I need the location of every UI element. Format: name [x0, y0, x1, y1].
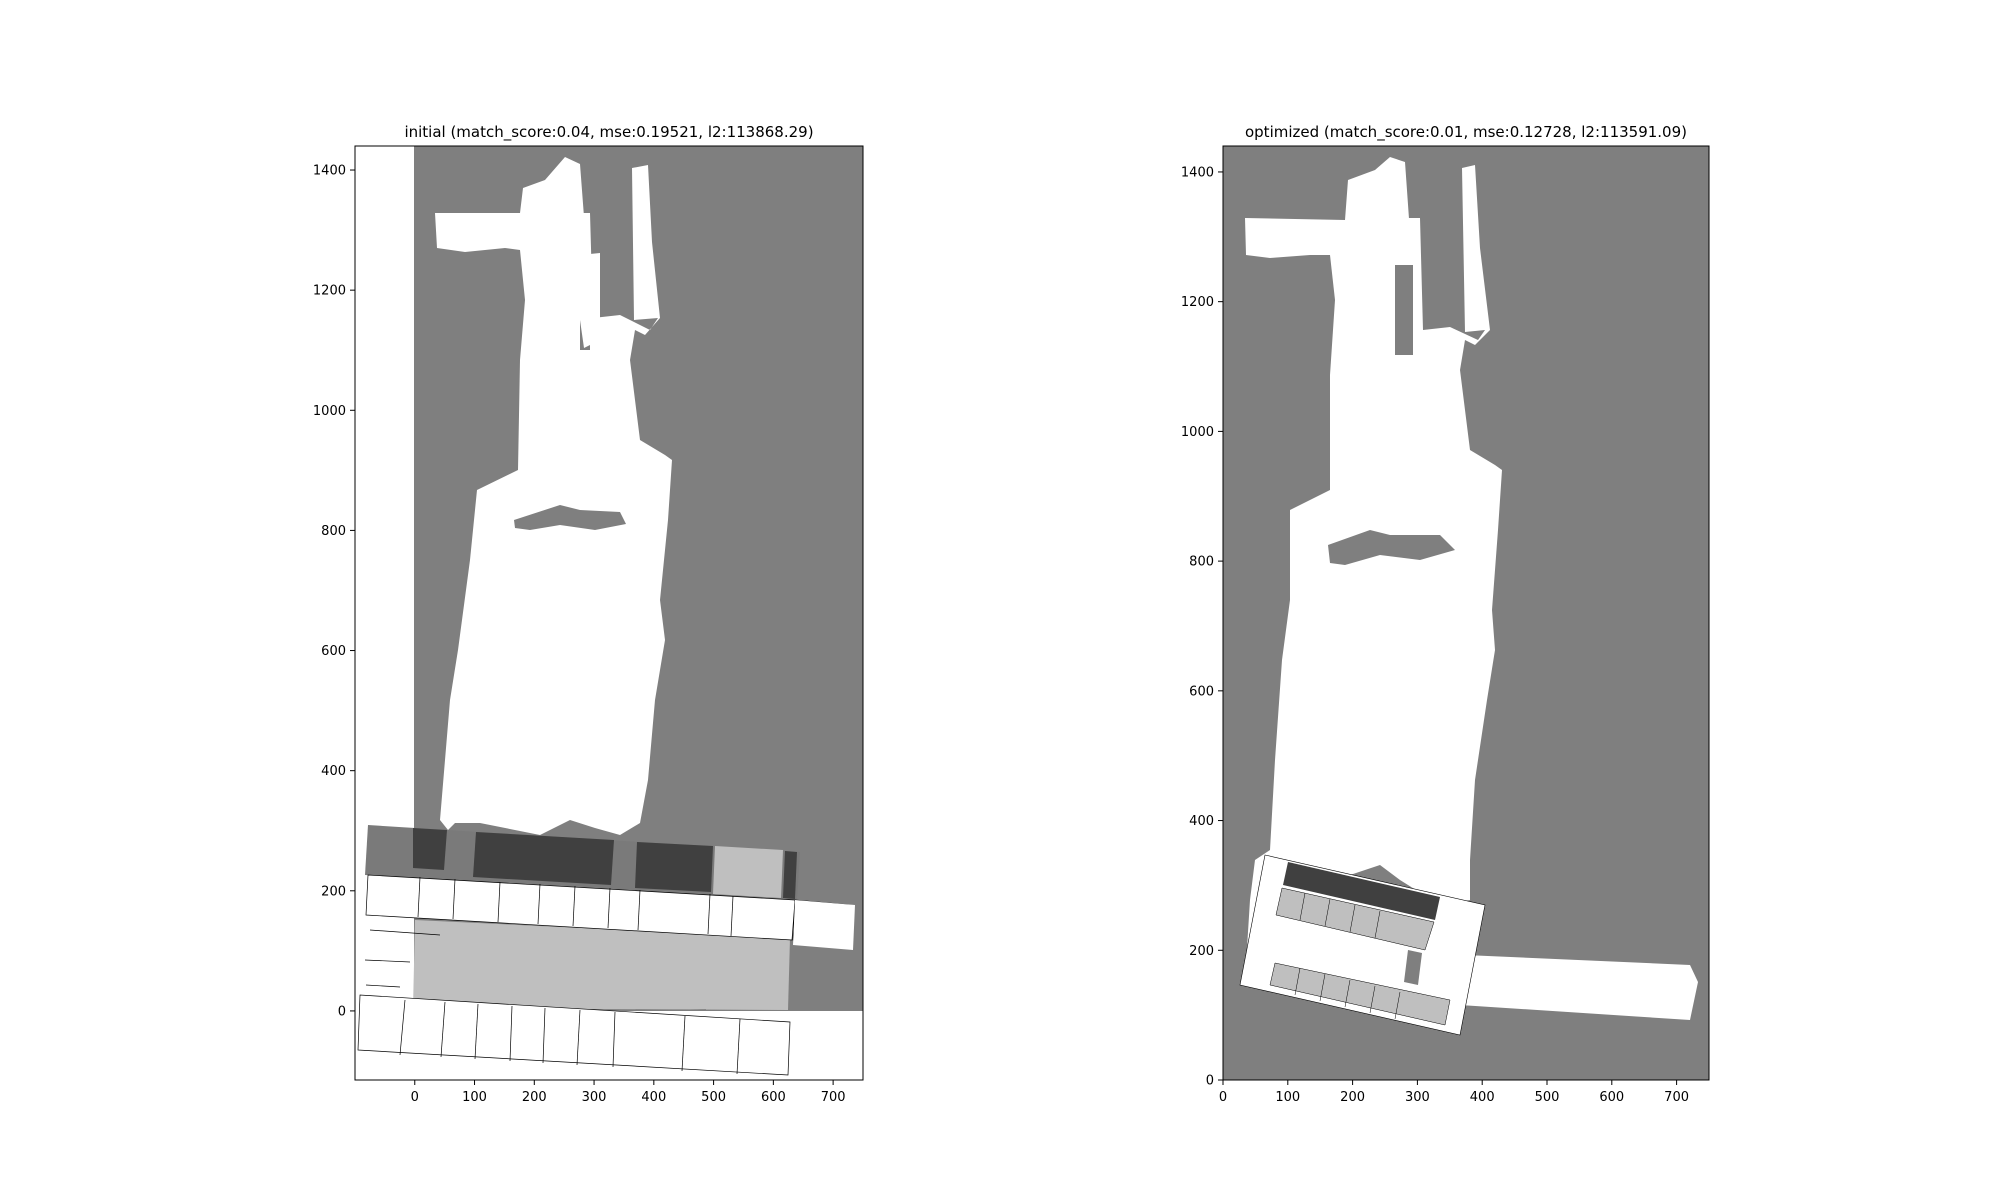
x-tick-label: 300 [582, 1090, 607, 1105]
ticks-initial: 0 100 200 300 400 500 600 700 0 200 400 600 800 1000 1… [313, 164, 846, 1105]
y-tick-label: 600 [321, 644, 346, 659]
y-tick-label: 200 [321, 884, 346, 899]
chart-title-initial: initial (match_score:0.04, mse:0.19521, … [404, 123, 813, 142]
x-tick-label: 400 [1470, 1090, 1495, 1105]
axes-frame-optimized [1222, 145, 1710, 1081]
x-tick-label: 600 [761, 1090, 786, 1105]
y-tick-label: 200 [1189, 944, 1214, 959]
x-tick-label: 200 [1340, 1090, 1365, 1105]
x-tick-label: 500 [701, 1090, 726, 1105]
y-tick-label: 1400 [1181, 165, 1214, 180]
x-tick-label: 0 [411, 1090, 419, 1105]
y-tick-label: 800 [321, 524, 346, 539]
y-tick-label: 1200 [313, 284, 346, 299]
x-tick-label: 500 [1535, 1090, 1560, 1105]
y-tick-label: 0 [1206, 1074, 1214, 1089]
panel-initial: initial (match_score:0.04, mse:0.19521, … [313, 123, 864, 1105]
map-image-initial [355, 146, 863, 1080]
y-tick-label: 0 [338, 1004, 346, 1019]
x-tick-label: 0 [1219, 1090, 1227, 1105]
free-space-scan [1245, 157, 1502, 980]
x-tick-label: 400 [641, 1090, 666, 1105]
y-tick-label: 400 [321, 764, 346, 779]
free-space-scan [435, 157, 672, 835]
x-tick-label: 100 [462, 1090, 487, 1105]
chart-title-optimized: optimized (match_score:0.01, mse:0.12728… [1245, 123, 1687, 142]
y-tick-label: 1000 [313, 404, 346, 419]
y-tick-label: 1200 [1181, 295, 1214, 310]
y-tick-label: 800 [1189, 555, 1214, 570]
x-tick-label: 600 [1599, 1090, 1624, 1105]
floorplan-walls [364, 876, 741, 1075]
x-tick-label: 700 [1664, 1090, 1689, 1105]
x-tick-label: 700 [821, 1090, 846, 1105]
axes-frame-initial [354, 145, 864, 1081]
y-tick-label: 600 [1189, 684, 1214, 699]
y-tick-label: 1400 [313, 164, 346, 179]
panel-optimized: optimized (match_score:0.01, mse:0.12728… [1181, 123, 1710, 1105]
y-tick-label: 400 [1189, 814, 1214, 829]
map-image-optimized [1223, 146, 1709, 1080]
floorplan-optimized [1239, 854, 1486, 1036]
y-tick-label: 1000 [1181, 425, 1214, 440]
x-tick-label: 200 [522, 1090, 547, 1105]
x-tick-label: 100 [1275, 1090, 1300, 1105]
x-tick-label: 300 [1405, 1090, 1430, 1105]
overlap-light-regions [413, 846, 790, 1010]
ticks-optimized: 0 100 200 300 400 500 600 700 0 200 400 600 800 1000 1… [1181, 165, 1689, 1105]
